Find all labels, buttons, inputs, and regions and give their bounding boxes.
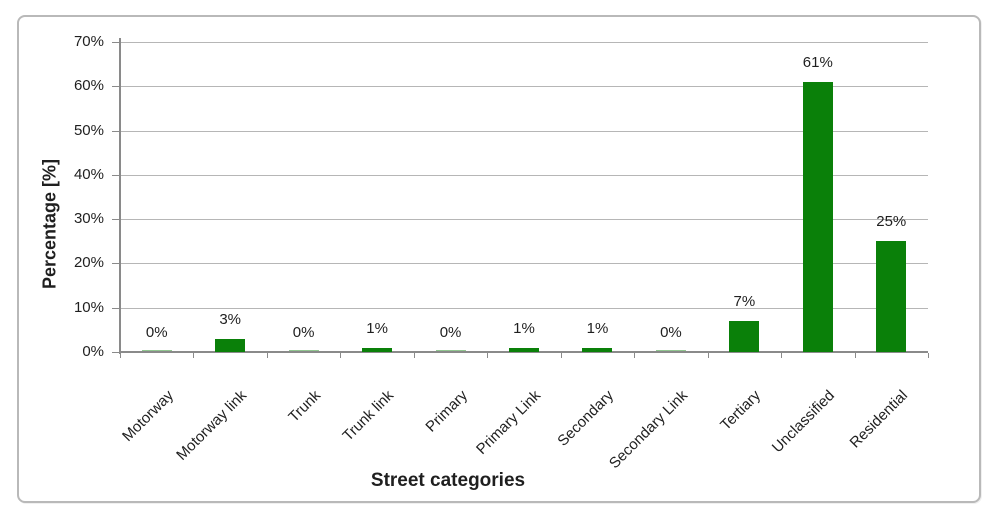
y-axis-tick	[112, 352, 120, 353]
y-tick-label: 0%	[82, 343, 104, 360]
x-axis-tick	[413, 353, 415, 358]
x-axis-tick	[781, 353, 783, 358]
x-axis-tick	[560, 353, 562, 358]
bar	[729, 321, 760, 352]
x-axis-tick	[854, 353, 856, 358]
x-axis-tick	[707, 353, 709, 358]
x-axis-tick	[487, 353, 489, 358]
y-tick-label: 20%	[73, 254, 104, 272]
bar-value-label: 0%	[660, 324, 682, 341]
bar-value-label: 1%	[513, 319, 535, 337]
bar-value-label: 61%	[802, 53, 833, 71]
y-axis-tick	[112, 219, 120, 221]
gridline	[120, 86, 928, 88]
gridline	[120, 219, 928, 221]
y-tick-label: 40%	[73, 165, 104, 183]
y-tick-label: 50%	[73, 121, 104, 139]
x-axis-tick	[340, 353, 342, 358]
y-tick-label: 70%	[73, 33, 104, 50]
y-axis-tick	[112, 86, 120, 88]
bar-value-label: 0%	[292, 324, 315, 341]
bar	[802, 81, 833, 352]
bar-value-label: 7%	[733, 293, 756, 310]
bar	[141, 350, 172, 351]
x-axis-tick	[193, 353, 195, 358]
x-axis-title: Street categories	[370, 470, 526, 491]
bar	[509, 347, 539, 352]
bar-value-label: 0%	[439, 324, 462, 341]
bar-value-label: 0%	[145, 324, 168, 341]
bar	[876, 241, 907, 352]
y-axis-tick	[112, 174, 120, 176]
bar	[362, 347, 393, 352]
y-axis-tick	[112, 307, 120, 309]
gridline	[120, 130, 928, 132]
gridline	[120, 307, 928, 309]
y-axis-tick	[112, 263, 120, 265]
y-tick-label: 10%	[73, 298, 104, 316]
bar	[655, 350, 686, 351]
bar	[215, 338, 246, 352]
gridline	[120, 42, 928, 43]
gridline	[120, 174, 928, 176]
y-tick-label: 60%	[73, 77, 104, 95]
gridline	[120, 263, 928, 265]
bar-value-label: 1%	[366, 319, 388, 337]
x-axis-tick	[120, 353, 121, 358]
bar-value-label: 1%	[586, 319, 609, 337]
bar	[582, 347, 613, 352]
x-axis-tick	[266, 353, 268, 358]
x-axis-tick	[634, 353, 636, 358]
y-axis-tick	[112, 130, 120, 132]
y-axis-line	[119, 38, 121, 354]
bar-value-label: 25%	[876, 213, 907, 231]
x-axis-tick	[928, 353, 929, 358]
bar	[435, 350, 466, 351]
y-tick-label: 30%	[73, 210, 104, 228]
x-axis-line	[120, 351, 928, 353]
bar-value-label: 3%	[219, 310, 242, 328]
bar	[288, 350, 319, 351]
y-axis-tick	[112, 42, 120, 43]
